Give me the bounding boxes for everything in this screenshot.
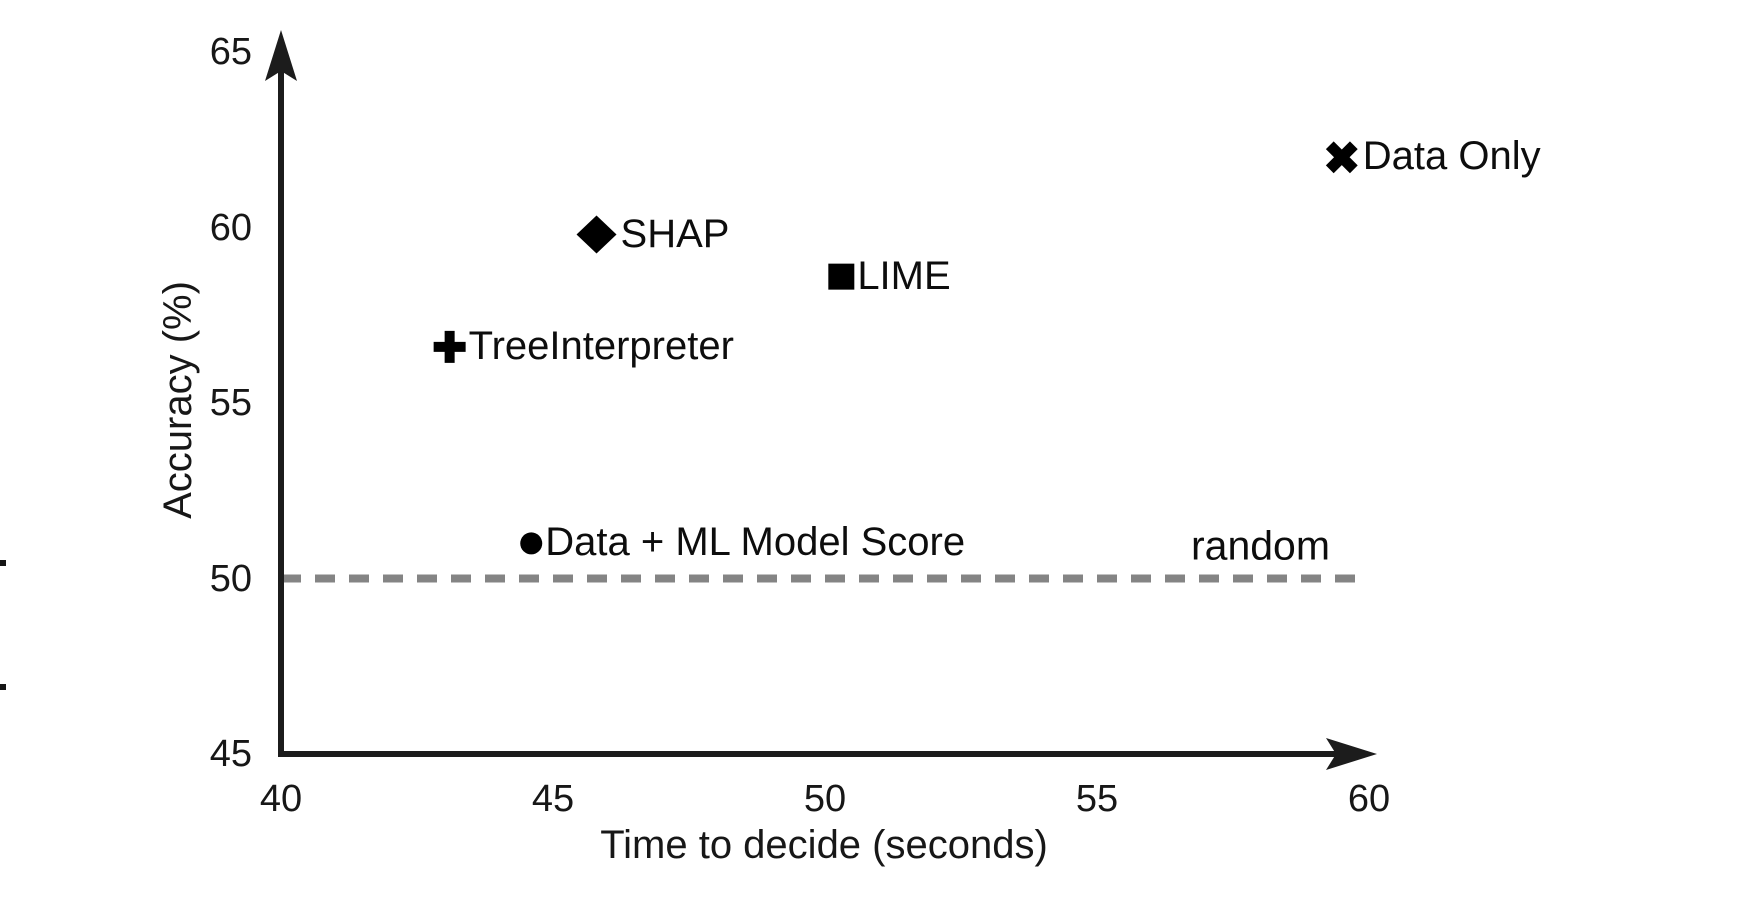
x-tick-label: 55	[1075, 778, 1119, 820]
circle-marker-icon	[520, 532, 543, 555]
x-tick-label: 40	[259, 778, 303, 820]
x-marker-icon	[1325, 141, 1358, 174]
x-tick-label: 60	[1347, 778, 1391, 820]
point-label-x: Data Only	[1362, 134, 1541, 179]
crop-artifact-mark	[0, 684, 6, 690]
point-label-circle: Data + ML Model Score	[545, 520, 966, 565]
y-tick-label: 60	[209, 206, 252, 249]
reference-line-label: random	[1190, 522, 1330, 569]
y-tick-label: 55	[209, 382, 252, 424]
y-tick-label: 50	[209, 557, 252, 600]
point-label-square: LIME	[857, 253, 951, 298]
y-axis-arrowhead-icon	[265, 30, 297, 81]
point-label-plus: TreeInterpreter	[468, 324, 734, 369]
y-axis-title: Accuracy (%)	[156, 281, 200, 519]
point-label-diamond: SHAP	[620, 211, 730, 256]
diamond-marker-icon	[576, 215, 617, 254]
crop-artifact-mark	[0, 560, 6, 566]
y-tick-label: 45	[209, 733, 252, 775]
plus-marker-icon	[433, 330, 466, 363]
x-tick-label: 50	[803, 778, 847, 820]
x-tick-label: 45	[531, 778, 575, 820]
square-marker-icon	[828, 263, 855, 290]
x-axis-arrowhead-icon	[1326, 738, 1377, 770]
y-tick-label: 65	[209, 31, 252, 73]
x-axis-title: Time to decide (seconds)	[600, 823, 1048, 867]
